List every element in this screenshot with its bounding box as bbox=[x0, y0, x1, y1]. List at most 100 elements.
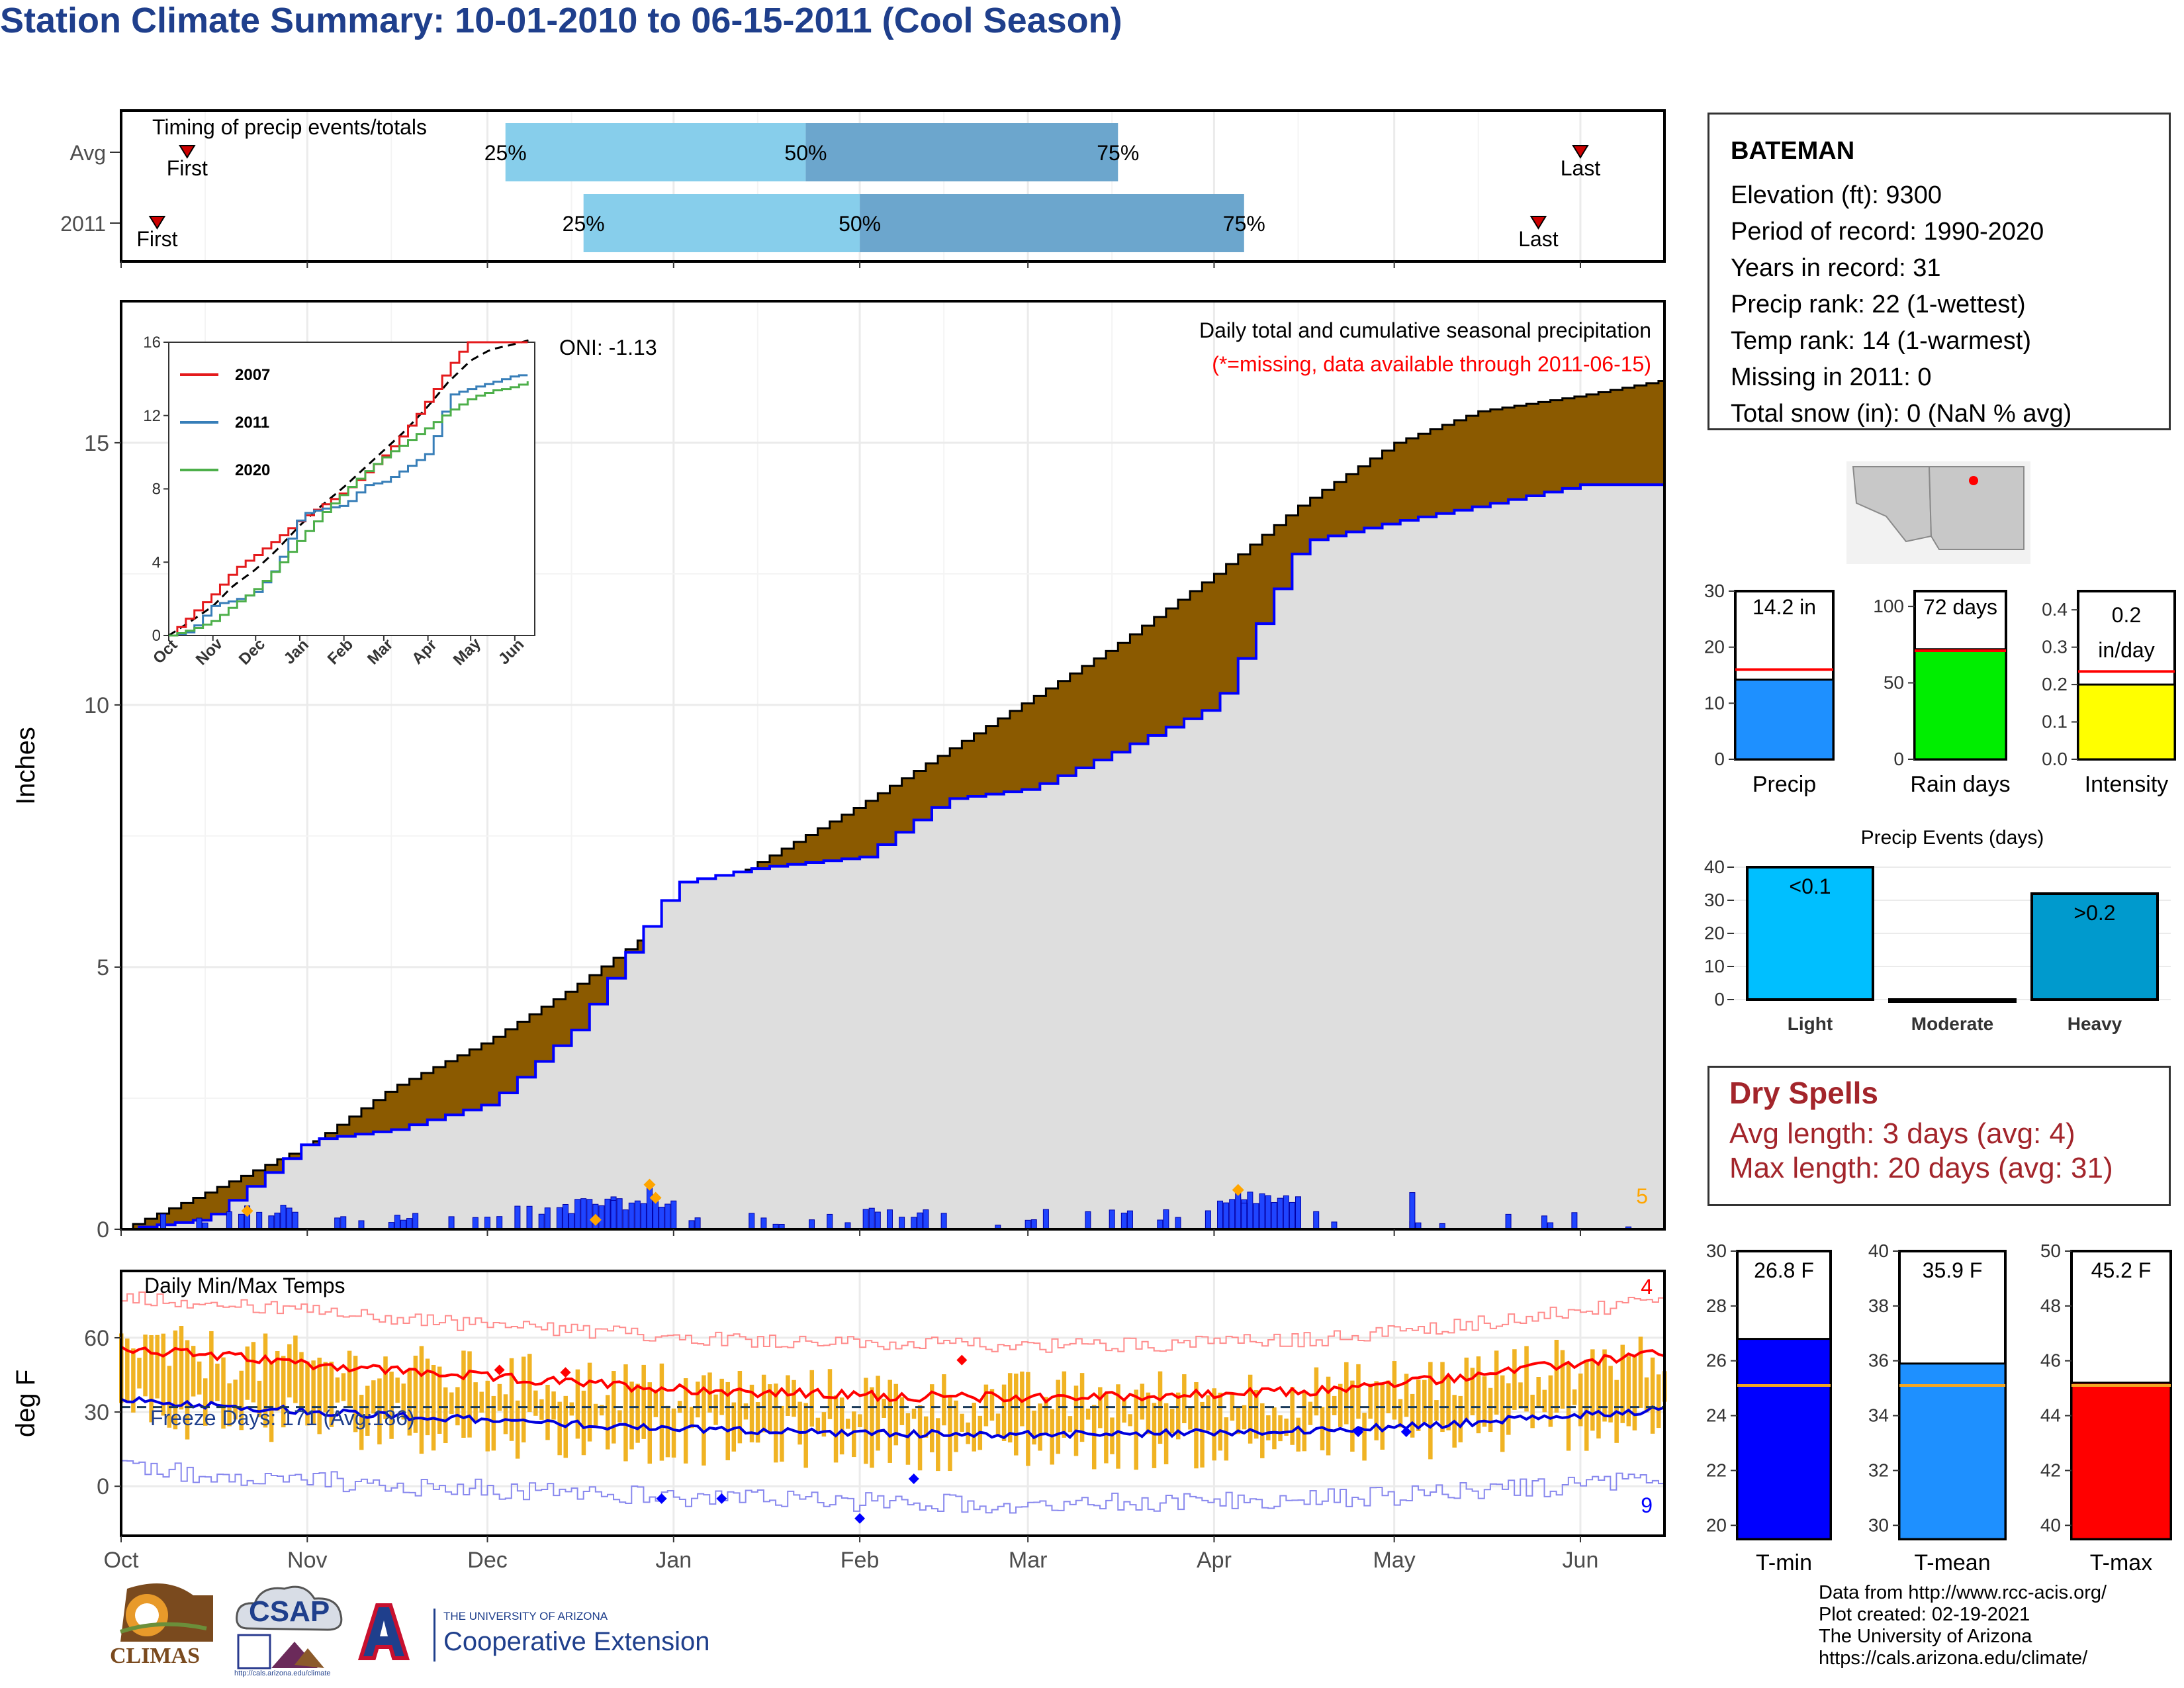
daily-temp-bar bbox=[1392, 1361, 1397, 1420]
daily-temp-bar bbox=[1290, 1387, 1295, 1445]
daily-temp-bar bbox=[1091, 1405, 1097, 1470]
page-title: Station Climate Summary: 10-01-2010 to 0… bbox=[0, 1, 1122, 40]
daily-temp-bar bbox=[1590, 1349, 1595, 1431]
events-ytick-label: 0 bbox=[1714, 989, 1725, 1009]
daily-precip-bar bbox=[292, 1211, 298, 1230]
daily-precip-bar bbox=[604, 1198, 611, 1230]
credit-line: The University of Arizona bbox=[1819, 1626, 2032, 1647]
daily-temp-bar bbox=[161, 1333, 166, 1416]
daily-precip-bar bbox=[1259, 1193, 1265, 1230]
temp-panel-border bbox=[120, 1270, 1666, 1537]
daily-temp-bar bbox=[1404, 1374, 1409, 1417]
daily-precip-bar bbox=[196, 1217, 203, 1230]
climas-logo: CLIMAS bbox=[107, 1579, 216, 1678]
daily-temp-bar bbox=[449, 1392, 454, 1415]
state-map bbox=[1846, 461, 2030, 564]
extreme-precip-marker bbox=[649, 1192, 662, 1204]
daily-temp-bar bbox=[1488, 1387, 1493, 1432]
dry-spells-title: Dry Spells bbox=[1729, 1076, 1878, 1110]
daily-temp-bar bbox=[1638, 1336, 1643, 1408]
station-info-box: BATEMAN Elevation (ft): 9300 Period of r… bbox=[1707, 113, 2171, 430]
daily-temp-bar bbox=[131, 1348, 136, 1413]
timing-row-label: Avg bbox=[69, 141, 106, 165]
timing-title: Timing of precip events/totals bbox=[152, 115, 427, 139]
summary-value-label: 72 days bbox=[1923, 595, 1997, 619]
daily-precip-bar bbox=[406, 1218, 413, 1230]
daily-temp-bar bbox=[887, 1380, 892, 1463]
daily-precip-bar bbox=[634, 1200, 641, 1230]
daily-precip-bar bbox=[1109, 1209, 1115, 1230]
daily-temp-bar bbox=[1602, 1349, 1607, 1422]
temp-summary-ytick-label: 44 bbox=[2040, 1405, 2061, 1426]
daily-temp-bar bbox=[551, 1391, 556, 1420]
daily-temp-bar bbox=[1332, 1395, 1337, 1415]
precip-ytick-label: 10 bbox=[84, 693, 109, 718]
daily-temp-bar bbox=[893, 1383, 899, 1446]
summary-ytick-label: 0.0 bbox=[2042, 749, 2068, 769]
daily-temp-bar bbox=[1253, 1389, 1259, 1439]
timing-first-marker bbox=[148, 216, 166, 230]
event-category-label: Heavy bbox=[2068, 1013, 2122, 1034]
temp-summary-ytick-label: 20 bbox=[1706, 1515, 1727, 1535]
temp-count-bottom: 9 bbox=[1641, 1493, 1653, 1517]
daily-temp-bar bbox=[1182, 1374, 1187, 1423]
daily-temp-bar bbox=[293, 1335, 298, 1403]
daily-precip-bar bbox=[472, 1217, 478, 1230]
record-temp-marker bbox=[716, 1493, 727, 1504]
temp-summary-ytick-label: 42 bbox=[2040, 1460, 2061, 1480]
daily-precip-bar bbox=[1217, 1200, 1224, 1230]
daily-temp-bar bbox=[1284, 1419, 1289, 1436]
summary-ytick-label: 0 bbox=[1714, 749, 1725, 769]
daily-temp-bar bbox=[203, 1378, 208, 1426]
daily-precip-bar bbox=[664, 1203, 671, 1230]
station-temp-rank: Temp rank: 14 (1-warmest) bbox=[1731, 327, 2032, 355]
daily-temp-bar bbox=[1494, 1350, 1499, 1415]
timing-bar-q50-q75 bbox=[805, 123, 1118, 181]
daily-temp-bar bbox=[1278, 1415, 1283, 1442]
daily-temp-bar bbox=[809, 1370, 815, 1427]
inset-ytick-label: 0 bbox=[152, 627, 161, 645]
timing-panel-border bbox=[120, 109, 1666, 263]
daily-temp-bar bbox=[1368, 1383, 1373, 1419]
daily-precip-bar bbox=[940, 1213, 947, 1230]
daily-precip-bar bbox=[526, 1205, 533, 1230]
station-years: Years in record: 31 bbox=[1731, 254, 1941, 282]
temp-summary-ytick-label: 26 bbox=[1706, 1350, 1727, 1371]
summary-bar-name: Precip bbox=[1752, 772, 1816, 797]
daily-temp-bar bbox=[437, 1366, 442, 1434]
daily-temp-bar bbox=[461, 1350, 466, 1438]
daily-temp-bar bbox=[845, 1419, 850, 1429]
daily-temp-bar bbox=[605, 1395, 610, 1450]
dry-spells-avg: Avg length: 3 days (avg: 4) bbox=[1729, 1117, 2075, 1150]
daily-temp-bar bbox=[1512, 1349, 1517, 1410]
timing-last-marker bbox=[1572, 145, 1589, 159]
daily-precip-bar bbox=[868, 1207, 875, 1230]
daily-temp-bar bbox=[227, 1383, 232, 1427]
inset-ytick-label: 16 bbox=[143, 334, 161, 352]
daily-temp-bar bbox=[815, 1417, 821, 1432]
daily-temp-bar bbox=[1398, 1399, 1403, 1428]
csap-logo: CSAP http://cals.arizona.edu/climate bbox=[232, 1582, 351, 1681]
daily-temp-bar bbox=[725, 1382, 730, 1460]
timing-q75-label: 75% bbox=[1097, 141, 1139, 165]
dry-spells-box: Dry Spells Avg length: 3 days (avg: 4) M… bbox=[1707, 1066, 2171, 1206]
temp-summary-bar bbox=[1736, 1338, 1832, 1540]
temp-summary-ytick-label: 28 bbox=[1706, 1295, 1727, 1316]
daily-temp-bar bbox=[1314, 1367, 1319, 1416]
daily-temp-bar bbox=[137, 1358, 142, 1389]
temp-summary-ytick-label: 36 bbox=[1868, 1350, 1889, 1371]
daily-temp-bar bbox=[1446, 1376, 1451, 1430]
daily-temp-bar bbox=[197, 1361, 202, 1395]
ua-small-text: THE UNIVERSITY OF ARIZONA bbox=[443, 1610, 608, 1622]
daily-temp-bar bbox=[425, 1358, 430, 1436]
daily-temp-bar bbox=[1163, 1403, 1169, 1465]
daily-temp-bar bbox=[1260, 1403, 1265, 1458]
daily-temp-bar bbox=[239, 1370, 244, 1430]
oni-label: ONI: -1.13 bbox=[559, 336, 657, 359]
daily-temp-bar bbox=[1554, 1339, 1559, 1413]
timing-bar-q50-q75 bbox=[860, 194, 1244, 252]
daily-temp-bar bbox=[1302, 1392, 1307, 1452]
timing-first-label: First bbox=[136, 227, 177, 251]
daily-temp-bar bbox=[389, 1372, 394, 1439]
daily-precip-bar bbox=[1277, 1197, 1283, 1230]
